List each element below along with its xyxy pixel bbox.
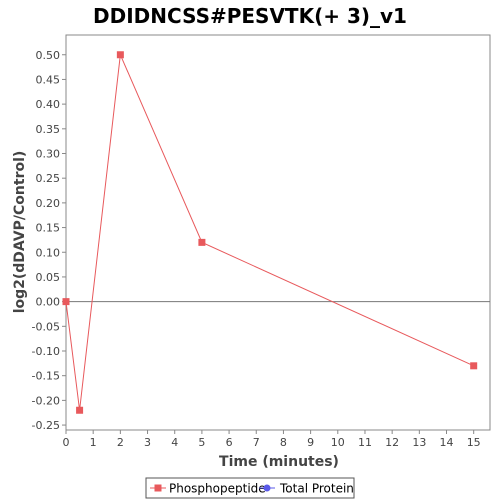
x-tick-label: 4 xyxy=(171,436,178,449)
y-tick-label: 0.40 xyxy=(36,98,61,111)
legend-label-phosphopeptide: Phosphopeptide xyxy=(169,482,266,496)
y-tick-label: 0.00 xyxy=(36,296,61,309)
x-tick-label: 8 xyxy=(280,436,287,449)
y-tick-label: 0.50 xyxy=(36,49,61,62)
y-tick-label: -0.15 xyxy=(32,370,60,383)
x-tick-label: 2 xyxy=(117,436,124,449)
y-tick-label: -0.10 xyxy=(32,345,60,358)
x-tick-label: 3 xyxy=(144,436,151,449)
y-tick-label: -0.20 xyxy=(32,394,60,407)
x-tick-label: 9 xyxy=(307,436,314,449)
x-tick-label: 0 xyxy=(63,436,70,449)
data-point xyxy=(62,298,70,306)
legend: Phosphopeptide Total Protein xyxy=(145,477,355,499)
data-point xyxy=(76,406,84,414)
chart-title: DDIDNCSS#PESVTK(+ 3)_v1 xyxy=(93,4,407,28)
series-layer xyxy=(62,51,478,414)
y-axis: -0.25 -0.20 -0.15 -0.10 -0.05 0.00 0.05 0.10 0.1… xyxy=(32,49,66,432)
data-point xyxy=(116,51,124,59)
legend-box xyxy=(145,477,355,499)
y-tick-label: -0.25 xyxy=(32,419,60,432)
y-tick-label: 0.35 xyxy=(36,123,61,136)
x-tick-label: 15 xyxy=(467,436,481,449)
y-tick-label: -0.05 xyxy=(32,320,60,333)
x-tick-label: 12 xyxy=(385,436,399,449)
x-tick-label: 13 xyxy=(412,436,426,449)
y-tick-label: 0.05 xyxy=(36,271,61,284)
data-point xyxy=(198,238,206,246)
legend-label-total-protein: Total Protein xyxy=(279,482,354,496)
x-axis: 0 1 2 3 4 5 6 7 8 9 10 11 12 13 14 15 xyxy=(63,430,481,449)
y-tick-label: 0.30 xyxy=(36,148,61,161)
y-tick-label: 0.10 xyxy=(36,246,61,259)
x-tick-label: 6 xyxy=(226,436,233,449)
x-tick-label: 11 xyxy=(358,436,372,449)
legend-marker-phosphopeptide xyxy=(154,484,162,492)
y-tick-label: 0.15 xyxy=(36,222,61,235)
x-tick-label: 1 xyxy=(90,436,97,449)
x-tick-label: 7 xyxy=(253,436,260,449)
legend-marker-total-protein xyxy=(263,484,271,492)
x-tick-label: 10 xyxy=(331,436,345,449)
y-tick-label: 0.20 xyxy=(36,197,61,210)
y-tick-label: 0.25 xyxy=(36,172,61,185)
plot-area xyxy=(65,34,491,431)
x-tick-label: 14 xyxy=(440,436,454,449)
y-axis-label: log2(dDAVP/Control) xyxy=(12,151,28,314)
x-axis-label: Time (minutes) xyxy=(219,454,339,470)
x-tick-label: 5 xyxy=(198,436,205,449)
data-point xyxy=(470,362,478,370)
y-tick-label: 0.45 xyxy=(36,73,61,86)
